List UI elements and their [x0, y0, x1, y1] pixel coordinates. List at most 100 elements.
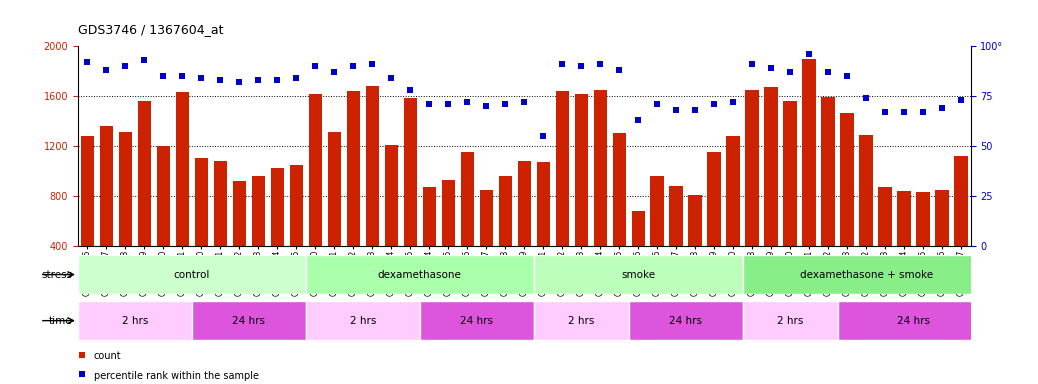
Bar [81, 136, 94, 296]
Point [554, 61, 571, 67]
Point [117, 63, 134, 69]
Bar [290, 165, 303, 296]
Point [383, 75, 400, 81]
Point [610, 67, 627, 73]
Point [459, 99, 475, 105]
Bar [306, 255, 534, 294]
Text: count: count [93, 351, 121, 361]
Bar [742, 301, 838, 340]
Point [98, 67, 114, 73]
Bar [821, 97, 835, 296]
Bar [670, 186, 683, 296]
Bar [784, 101, 797, 296]
Point [326, 69, 343, 75]
Point [914, 109, 931, 115]
Text: GDS3746 / 1367604_at: GDS3746 / 1367604_at [78, 23, 223, 36]
Bar [534, 255, 742, 294]
Text: 24 hrs: 24 hrs [233, 316, 266, 326]
Bar [461, 152, 474, 296]
Bar [214, 161, 227, 296]
Point [79, 59, 95, 65]
Bar [629, 301, 742, 340]
Point [896, 109, 912, 115]
Text: 24 hrs: 24 hrs [897, 316, 930, 326]
Bar [574, 93, 588, 296]
Point [477, 103, 494, 109]
Point [687, 107, 704, 113]
Text: 24 hrs: 24 hrs [460, 316, 493, 326]
Bar [935, 190, 949, 296]
Point [782, 69, 798, 75]
Bar [594, 90, 607, 296]
Point [155, 73, 171, 79]
Bar [100, 126, 113, 296]
Point [592, 61, 608, 67]
Bar [480, 190, 493, 296]
Bar [859, 135, 873, 296]
Text: stress: stress [42, 270, 73, 280]
Bar [612, 134, 626, 296]
Text: dexamethasone: dexamethasone [378, 270, 462, 280]
Text: 24 hrs: 24 hrs [670, 316, 702, 326]
Point [573, 63, 590, 69]
Text: 2 hrs: 2 hrs [350, 316, 376, 326]
Point [174, 73, 191, 79]
Bar [764, 87, 777, 296]
Bar [404, 98, 417, 296]
Point [364, 61, 381, 67]
Point [497, 101, 514, 107]
Text: 2 hrs: 2 hrs [776, 316, 803, 326]
Point [820, 69, 837, 75]
Point [212, 77, 228, 83]
Point [535, 133, 551, 139]
Bar [233, 181, 246, 296]
Bar [251, 176, 265, 296]
Point [307, 63, 324, 69]
Bar [347, 91, 360, 296]
Bar [192, 301, 306, 340]
Point [763, 65, 780, 71]
Point [800, 51, 817, 57]
Bar [78, 301, 192, 340]
Point [421, 101, 438, 107]
Bar [518, 161, 530, 296]
Point [440, 101, 457, 107]
Bar [175, 92, 189, 296]
Point [744, 61, 761, 67]
Text: 2 hrs: 2 hrs [568, 316, 595, 326]
Bar [195, 158, 208, 296]
Bar [441, 180, 455, 296]
Bar [954, 156, 967, 296]
Bar [328, 132, 340, 296]
Point [345, 63, 361, 69]
Point [857, 95, 874, 101]
Point [250, 77, 267, 83]
Bar [555, 91, 569, 296]
Bar [727, 136, 740, 296]
Bar [157, 146, 170, 296]
Bar [708, 152, 720, 296]
Bar [745, 90, 759, 296]
Text: 2 hrs: 2 hrs [121, 316, 148, 326]
Text: dexamethasone + smoke: dexamethasone + smoke [799, 270, 932, 280]
Point [877, 109, 894, 115]
Bar [419, 301, 534, 340]
Bar [78, 255, 306, 294]
Bar [838, 301, 989, 340]
Bar [534, 301, 629, 340]
Bar [308, 93, 322, 296]
Point [231, 79, 248, 85]
Point [269, 77, 285, 83]
Bar [898, 191, 910, 296]
Bar [631, 211, 645, 296]
Bar [537, 162, 550, 296]
Bar [118, 132, 132, 296]
Point [193, 75, 210, 81]
Point [953, 97, 969, 103]
Point [288, 75, 304, 81]
Point [667, 107, 684, 113]
Bar [688, 195, 702, 296]
Text: smoke: smoke [621, 270, 655, 280]
Bar [802, 59, 816, 296]
Bar [498, 176, 512, 296]
